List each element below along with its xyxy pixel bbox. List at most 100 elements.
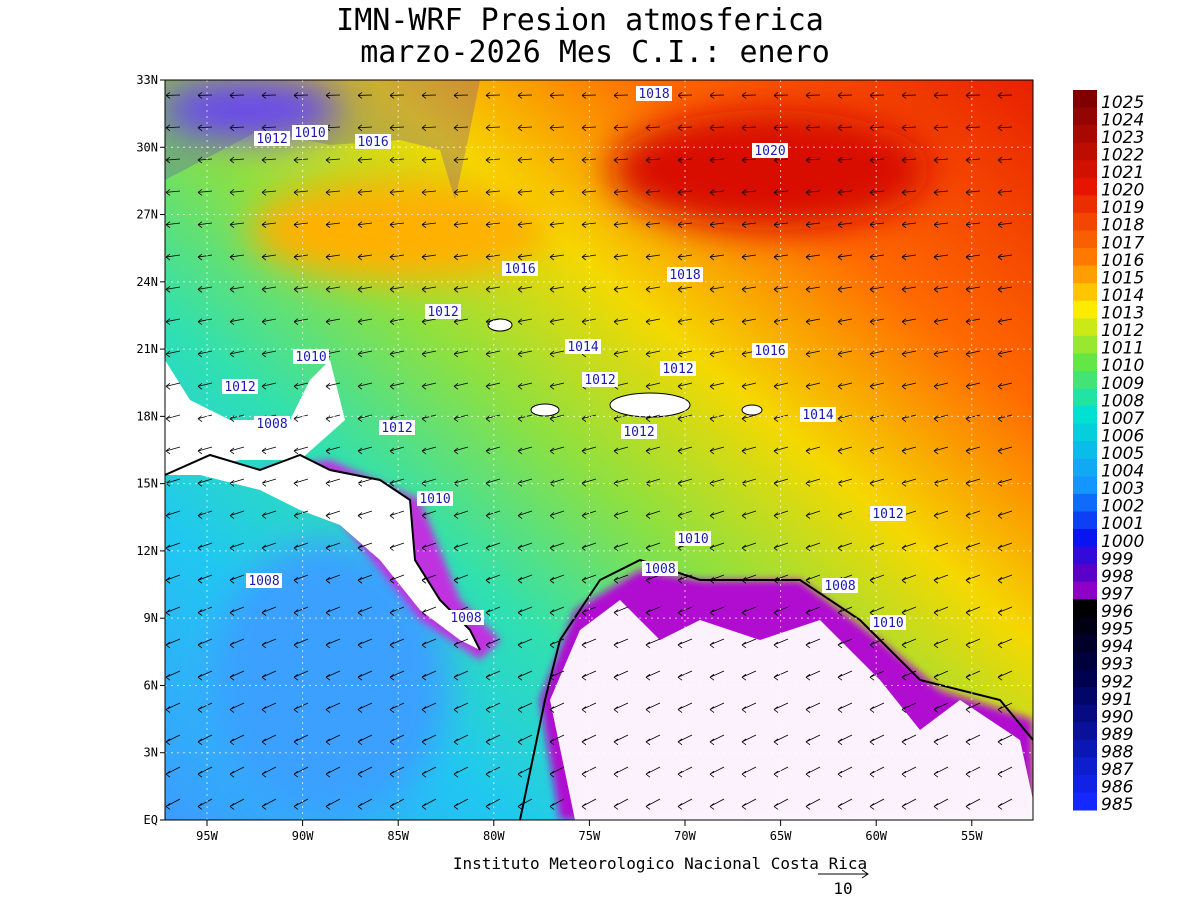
wind-arrow xyxy=(453,156,469,164)
wind-arrow xyxy=(933,92,949,99)
wind-arrow xyxy=(965,606,981,616)
wind-arrow xyxy=(933,702,949,713)
wind-arrow xyxy=(549,286,565,293)
wind-arrow xyxy=(261,766,277,778)
wind-arrow xyxy=(933,156,949,164)
wind-arrow xyxy=(421,350,437,358)
wind-arrow xyxy=(293,670,309,681)
wind-arrow xyxy=(901,156,917,164)
colorbar-swatch xyxy=(1073,441,1097,460)
wind-arrow xyxy=(421,606,437,616)
wind-arrow xyxy=(677,124,693,132)
colorbar-label: 1016 xyxy=(1101,251,1144,271)
wind-arrow xyxy=(517,734,533,746)
wind-arrow xyxy=(645,766,661,778)
lon-label: 60W xyxy=(865,829,887,843)
colorbar-swatch xyxy=(1073,248,1097,267)
wind-arrow xyxy=(197,510,213,519)
wind-arrow xyxy=(389,638,405,649)
contour-label-box xyxy=(800,407,836,422)
colorbar-swatch xyxy=(1073,195,1097,214)
wind-arrow xyxy=(709,606,725,616)
wind-arrow xyxy=(485,766,501,778)
wind-arrow xyxy=(837,253,853,261)
wind-arrow xyxy=(933,574,949,584)
colorbar-label: 1023 xyxy=(1101,128,1144,148)
wind-arrow xyxy=(325,446,341,455)
wind-arrow xyxy=(773,92,789,99)
wind-arrow xyxy=(261,510,277,519)
wind-arrow xyxy=(741,702,757,713)
wind-arrow xyxy=(421,221,437,229)
contour-label-box xyxy=(822,578,858,593)
wind-arrow xyxy=(517,574,533,584)
wind-arrow xyxy=(805,253,821,261)
wind-arrow xyxy=(613,734,629,746)
lat-label: 15N xyxy=(136,477,158,491)
wind-arrow xyxy=(261,124,277,132)
wind-arrow xyxy=(453,189,469,196)
wind-arrow xyxy=(613,350,629,358)
wind-arrow xyxy=(165,253,181,261)
wind-arrow xyxy=(261,350,277,358)
wind-arrow xyxy=(261,446,277,455)
wind-arrow xyxy=(293,92,309,99)
lat-label: 30N xyxy=(136,140,158,154)
wind-arrow xyxy=(549,542,565,552)
wind-arrow xyxy=(485,670,501,681)
wind-arrow xyxy=(485,574,501,584)
wind-arrow xyxy=(229,798,245,810)
wind-arrow xyxy=(613,574,629,584)
colorbar-swatch xyxy=(1073,774,1097,793)
wind-arrow xyxy=(453,92,469,99)
wind-arrow xyxy=(549,253,565,261)
wind-arrow xyxy=(197,574,213,584)
wind-arrow xyxy=(357,734,373,746)
wind-arrow xyxy=(229,124,245,132)
wind-arrow xyxy=(997,606,1013,616)
colorbar-label: 987 xyxy=(1101,760,1134,780)
wind-arrow xyxy=(229,510,245,519)
wind-arrow xyxy=(773,446,789,455)
wind-arrow xyxy=(357,189,373,196)
colorbar-label: 995 xyxy=(1101,620,1133,640)
contour-label-box xyxy=(379,420,415,435)
wind-arrow xyxy=(453,766,469,778)
wind-arrow xyxy=(517,189,533,196)
wind-arrow xyxy=(773,253,789,261)
wind-arrow xyxy=(453,574,469,584)
wind-arrow xyxy=(709,478,725,487)
wind-arrow xyxy=(197,766,213,778)
contour-label: 1012 xyxy=(427,305,458,320)
wind-arrow xyxy=(421,542,437,552)
colorbar-label: 996 xyxy=(1101,602,1134,622)
wind-arrow xyxy=(485,734,501,746)
wind-arrow xyxy=(549,156,565,164)
wind-arrow xyxy=(357,221,373,229)
wind-arrow xyxy=(613,92,629,99)
wind-arrow xyxy=(229,92,245,99)
wind-arrow xyxy=(453,382,469,390)
wind-arrow xyxy=(677,478,693,487)
wind-arrow xyxy=(229,286,245,293)
wind-arrow xyxy=(261,382,277,390)
pressure-field xyxy=(165,80,1033,820)
wind-arrow xyxy=(741,638,757,649)
wind-arrow xyxy=(677,446,693,455)
wind-arrow xyxy=(997,286,1013,293)
colorbar-swatch xyxy=(1073,739,1097,758)
wind-arrow xyxy=(581,124,597,132)
wind-arrow xyxy=(901,670,917,681)
wind-arrow xyxy=(517,446,533,455)
wind-arrow xyxy=(517,350,533,358)
colorbar-swatch xyxy=(1073,581,1097,600)
wind-arrow xyxy=(741,510,757,519)
wind-arrow xyxy=(965,92,981,99)
wind-arrow xyxy=(709,189,725,196)
wind-arrow xyxy=(229,350,245,358)
wind-arrow xyxy=(869,318,885,326)
wind-arrow xyxy=(421,798,437,810)
colorbar-label: 1013 xyxy=(1101,304,1144,324)
wind-arrow xyxy=(677,350,693,358)
